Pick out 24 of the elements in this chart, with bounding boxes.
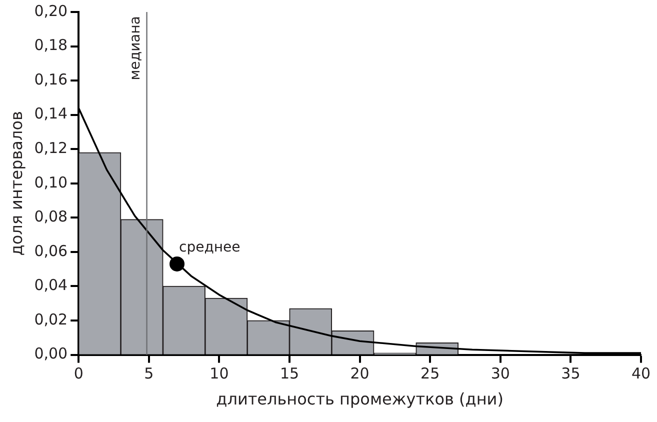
x-tick-label: 30 (490, 364, 510, 383)
y-tick-label: 0,04 (34, 276, 68, 294)
ref-line-label: медиана (127, 16, 144, 80)
x-tick-label: 15 (280, 364, 300, 383)
y-tick-label: 0,06 (34, 242, 68, 260)
y-tick-label: 0,08 (34, 208, 68, 226)
x-tick-label: 5 (144, 364, 154, 383)
x-tick-label: 0 (74, 364, 84, 383)
x-tick-label: 10 (210, 364, 229, 383)
x-tick-label: 25 (420, 364, 440, 383)
y-tick-label: 0,02 (34, 310, 68, 328)
y-tick-label: 0,16 (34, 70, 68, 88)
y-tick-label: 0,20 (34, 2, 68, 20)
y-tick-label: 0,14 (34, 104, 68, 123)
x-tick-label: 40 (631, 364, 651, 383)
x-tick-label: 35 (561, 364, 580, 383)
series-label: среднее (179, 240, 240, 256)
y-tick-label: 0,18 (34, 36, 68, 54)
x-axis-title: длительность промежутков (дни) (216, 390, 504, 409)
y-axis-title: доля интервалов (6, 111, 26, 256)
y-tick-label: 0,10 (34, 173, 68, 192)
x-tick-label: 20 (350, 364, 370, 383)
y-tick-label: 0,00 (34, 344, 68, 363)
y-tick-label: 0,12 (34, 139, 68, 158)
